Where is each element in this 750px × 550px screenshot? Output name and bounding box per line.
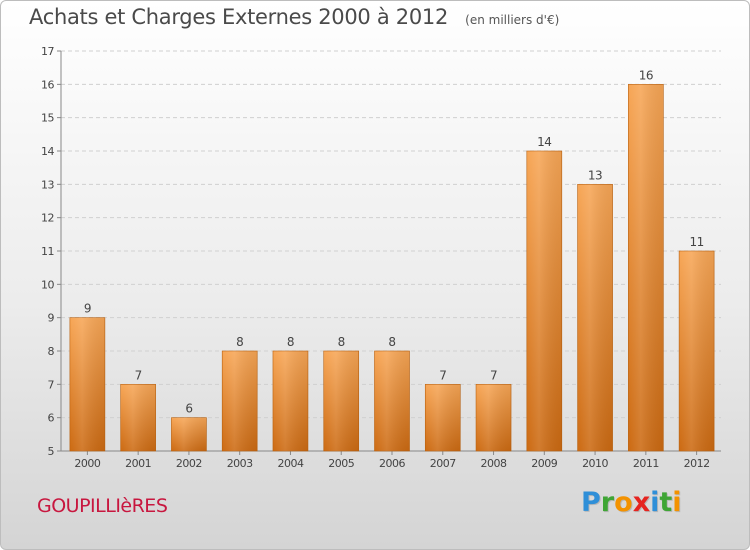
x-tick-label: 2006 [379, 457, 405, 470]
chart-frame: Achats et Charges Externes 2000 à 2012 (… [0, 0, 750, 550]
data-label: 7 [490, 368, 497, 382]
x-tick-label: 2002 [176, 457, 202, 470]
logo-letter: t [659, 487, 672, 518]
logo-letter: x [633, 487, 650, 518]
y-tick-label: 7 [48, 378, 55, 391]
bar-shine [70, 318, 105, 451]
logo-letter: P [581, 487, 601, 518]
y-tick-label: 13 [41, 178, 54, 191]
logo-letter: r [601, 487, 614, 518]
y-tick-label: 12 [41, 212, 54, 225]
y-tick-label: 14 [41, 145, 54, 158]
data-label: 7 [135, 368, 142, 382]
proxiti-logo: Proxiti [581, 487, 682, 518]
bar-shine [171, 418, 206, 451]
data-label: 8 [388, 335, 395, 349]
bar-shine [679, 251, 714, 451]
bar-shine [121, 384, 156, 451]
x-tick-label: 2001 [125, 457, 151, 470]
x-tick-label: 2004 [277, 457, 303, 470]
bars [70, 84, 714, 451]
x-tick-label: 2008 [481, 457, 507, 470]
x-tick-label: 2012 [684, 457, 710, 470]
logo-letter: i [672, 487, 681, 518]
y-tick-label: 15 [41, 112, 54, 125]
data-label: 13 [588, 168, 602, 182]
logo-letter: o [614, 487, 633, 518]
y-tick-label: 8 [48, 345, 55, 358]
bar-shine [578, 184, 613, 451]
y-tick-label: 5 [48, 445, 55, 458]
data-label: 11 [689, 235, 703, 249]
y-tick-label: 10 [41, 278, 54, 291]
data-label: 6 [185, 402, 192, 416]
bar-shine [222, 351, 257, 451]
data-label: 9 [84, 302, 91, 316]
y-tick-label: 6 [48, 412, 55, 425]
data-label: 14 [537, 135, 551, 149]
bar-shine [476, 384, 511, 451]
x-tick-label: 2010 [582, 457, 608, 470]
y-tick-label: 11 [41, 245, 54, 258]
y-tick-label: 17 [41, 45, 54, 58]
x-tick-label: 2003 [227, 457, 253, 470]
logo-letter: i [650, 487, 659, 518]
bar-chart: 5 6 7 8 9 10 11 12 13 14 15 16 17 2000 2001 2002 2003 200… [1, 1, 749, 549]
y-tick-label: 9 [48, 312, 55, 325]
x-tick-label: 2000 [74, 457, 100, 470]
bar-shine [375, 351, 410, 451]
x-tick-label: 2007 [430, 457, 456, 470]
x-tick-label: 2011 [633, 457, 659, 470]
y-tick-label: 16 [41, 78, 54, 91]
bar-shine [628, 84, 663, 451]
bar-shine [425, 384, 460, 451]
bar-shine [527, 151, 562, 451]
data-label: 8 [287, 335, 294, 349]
data-label: 8 [338, 335, 345, 349]
bar-shine [324, 351, 359, 451]
x-tick-label: 2005 [328, 457, 354, 470]
commune-name: GOUPILLIèRES [37, 495, 167, 517]
x-tick-label: 2009 [531, 457, 557, 470]
data-label: 16 [639, 68, 653, 82]
data-label: 8 [236, 335, 243, 349]
data-label: 7 [439, 368, 446, 382]
bar-shine [273, 351, 308, 451]
